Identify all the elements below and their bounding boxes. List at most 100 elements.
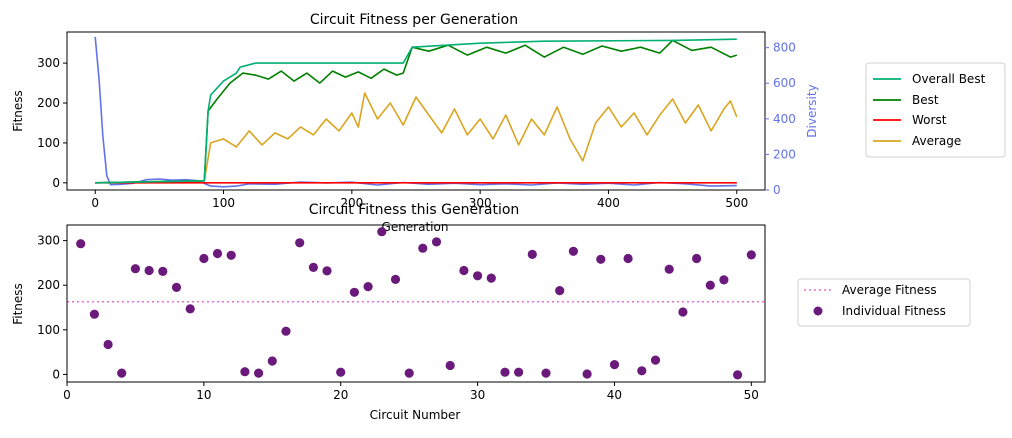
chart2-y-label: Fitness	[11, 283, 25, 325]
chart1-y2-tick-label: 400	[773, 112, 796, 126]
chart2-x-tick-label: 50	[744, 388, 759, 402]
legend-label-best: Best	[912, 93, 939, 107]
chart1-y2-tick-label: 0	[773, 183, 781, 197]
scatter-point	[746, 250, 756, 260]
scatter-point	[568, 246, 579, 256]
chart2-title: Circuit Fitness this Generation	[309, 202, 520, 218]
scatter-point	[281, 326, 291, 336]
chart1-x-label: Generation	[382, 220, 449, 234]
scatter-point	[459, 265, 469, 276]
chart2-y-tick-label: 0	[52, 367, 60, 381]
scatter-point	[637, 366, 647, 376]
chart2-x-tick-label: 10	[196, 388, 211, 402]
scatter-point	[377, 227, 387, 237]
chart1-y2-tick-label: 800	[773, 41, 796, 55]
scatter-point	[582, 369, 592, 379]
chart1-series-layer	[94, 36, 738, 188]
chart2-legend-box	[797, 278, 971, 327]
series-line-best	[95, 39, 738, 184]
scatter-point	[404, 368, 414, 378]
scatter-point	[473, 271, 483, 281]
chart2-legend: Average Fitness Individual Fitness	[797, 278, 971, 327]
chart2-x-tick-label: 20	[333, 388, 348, 402]
scatter-point	[185, 304, 195, 314]
chart1-y2-tick-label: 600	[773, 76, 796, 90]
chart1-plot-frame	[66, 31, 766, 191]
scatter-point	[555, 286, 565, 296]
legend-label-individual-fitness: Individual Fitness	[842, 304, 946, 318]
legend-label-worst: Worst	[912, 113, 947, 127]
scatter-point	[650, 355, 661, 365]
scatter-point	[445, 360, 455, 371]
legend-entry-best: Best	[873, 93, 939, 107]
scatter-point	[692, 253, 702, 264]
scatter-point	[212, 248, 223, 259]
scatter-point	[117, 368, 127, 378]
legend-entry-average-fitness: Average Fitness	[804, 283, 937, 297]
legend-entry-average: Average	[873, 134, 961, 148]
scatter-point	[349, 287, 359, 297]
scatter-point	[719, 275, 729, 285]
scatter-point	[144, 265, 154, 276]
chart1-x-tick-label: 200	[340, 196, 363, 210]
chart1-right-axis: 0 200 400 600 800	[765, 41, 796, 197]
chart1-y-tick-label: 0	[52, 176, 60, 190]
scatter-point	[89, 309, 99, 319]
chart-fitness-this-generation: Circuit Fitness this Generation 0 10 20 30 4…	[11, 202, 971, 422]
legend-entry-individual-fitness: Individual Fitness	[813, 304, 946, 318]
scatter-point	[226, 250, 236, 260]
chart2-y-tick-label: 200	[37, 278, 60, 292]
chart2-x-axis: 0 10 20 30 40 50	[63, 382, 759, 402]
chart1-y-axis: 0 100 200 300	[37, 56, 67, 190]
scatter-point	[500, 367, 510, 377]
series-line-overall-best	[95, 38, 737, 184]
scatter-point	[103, 339, 113, 350]
chart2-y-axis: 0 100 200 300	[37, 234, 67, 381]
series-line-average	[95, 92, 738, 184]
chart1-x-tick-label: 100	[212, 196, 235, 210]
legend-label-overall-best: Overall Best	[912, 72, 986, 86]
scatter-point	[76, 239, 86, 249]
scatter-point	[486, 273, 496, 283]
chart1-x-tick-label: 400	[597, 196, 620, 210]
scatter-point	[431, 237, 442, 247]
series-line-diversity	[94, 36, 737, 188]
scatter-point	[678, 307, 688, 317]
chart1-x-tick-label: 0	[91, 196, 99, 210]
scatter-point	[267, 356, 277, 366]
scatter-point	[295, 238, 305, 248]
scatter-point	[514, 367, 524, 377]
scatter-point	[171, 282, 182, 292]
chart2-y-tick-label: 300	[37, 234, 60, 248]
scatter-point	[199, 253, 209, 264]
chart1-legend-box	[865, 62, 1006, 158]
chart2-plot-frame	[66, 224, 766, 383]
chart1-x-axis: 0 100 200 300 400 500	[91, 190, 748, 210]
legend-label-average: Average	[912, 134, 961, 148]
chart1-y-tick-label: 300	[37, 56, 60, 70]
chart1-y2-tick-label: 200	[773, 147, 796, 161]
scatter-point	[322, 266, 332, 276]
scatter-point	[705, 280, 715, 290]
chart1-y-label: Fitness	[11, 90, 25, 132]
chart-fitness-per-generation: Circuit Fitness per Generation 0 100 200 30…	[11, 12, 1006, 234]
scatter-point	[541, 368, 551, 378]
scatter-point	[418, 243, 428, 253]
scatter-point	[596, 254, 606, 264]
chart1-y2-label: Diversity	[805, 84, 819, 137]
chart1-x-tick-label: 500	[725, 196, 748, 210]
chart2-x-tick-label: 40	[607, 388, 622, 402]
scatter-point	[609, 360, 620, 370]
chart1-y-tick-label: 200	[37, 96, 60, 110]
chart2-series-layer	[67, 227, 765, 380]
scatter-point	[254, 368, 264, 378]
scatter-point	[623, 253, 633, 264]
chart2-y-tick-label: 100	[37, 323, 60, 337]
chart2-x-tick-label: 30	[470, 388, 485, 402]
scatter-point	[336, 367, 346, 377]
chart1-y-tick-label: 100	[37, 136, 60, 150]
scatter-point	[664, 264, 674, 274]
scatter-point	[240, 367, 250, 377]
